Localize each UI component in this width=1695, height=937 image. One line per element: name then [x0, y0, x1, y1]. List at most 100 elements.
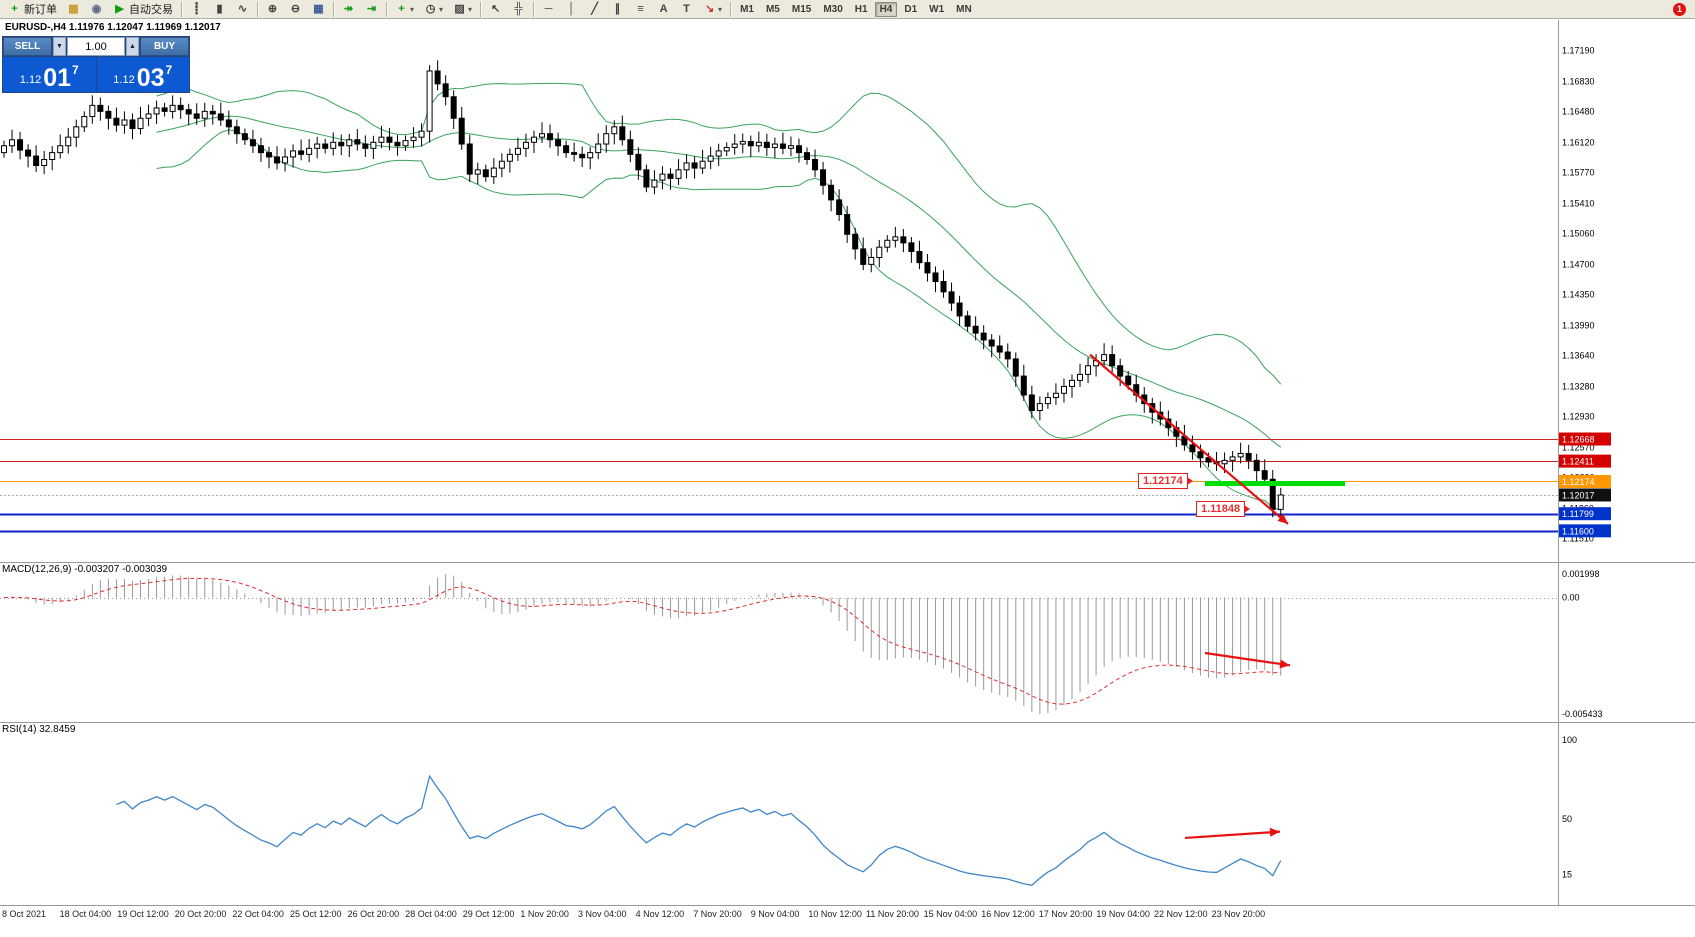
- svg-text:7 Nov 20:00: 7 Nov 20:00: [693, 909, 742, 919]
- svg-text:15 Nov 04:00: 15 Nov 04:00: [924, 909, 978, 919]
- svg-text:23 Nov 20:00: 23 Nov 20:00: [1212, 909, 1266, 919]
- channel-tool-icon[interactable]: ∥: [606, 0, 629, 18]
- hline-tool-icon: ─: [544, 2, 553, 15]
- arrows-tool-menu-icon: ↘: [704, 2, 715, 15]
- svg-text:1.11510: 1.11510: [1562, 534, 1594, 544]
- svg-text:26 Oct 20:00: 26 Oct 20:00: [348, 909, 400, 919]
- svg-text:50: 50: [1562, 814, 1572, 824]
- arrows-tool-menu-icon[interactable]: ↘ ▾: [698, 0, 727, 18]
- candlestick-type-icon[interactable]: ▮: [208, 0, 231, 18]
- text-tool-icon[interactable]: A: [652, 0, 675, 18]
- periods-menu-icon[interactable]: ◷ ▾: [419, 0, 448, 18]
- svg-text:1.12930: 1.12930: [1562, 411, 1595, 421]
- new-order-button[interactable]: + 新订单: [3, 0, 62, 18]
- svg-text:1.12668: 1.12668: [1562, 435, 1595, 445]
- trend-arrow[interactable]: [1204, 651, 1291, 667]
- timeframe-mn-button[interactable]: MN: [956, 3, 972, 15]
- trend-arrow[interactable]: [1184, 830, 1281, 840]
- timeframe-m30-button[interactable]: M30: [823, 3, 843, 15]
- channel-tool-icon: ∥: [614, 2, 621, 15]
- svg-text:22 Oct 04:00: 22 Oct 04:00: [232, 909, 284, 919]
- one-click-prices: 1.12 01 7 1.12 03 7: [3, 57, 189, 92]
- headset-icon[interactable]: ◉: [85, 0, 108, 18]
- chevron-down-icon: ▾: [468, 4, 473, 14]
- price-callout[interactable]: 1.12174: [1138, 473, 1193, 489]
- tile-windows-icon[interactable]: ▦: [307, 0, 330, 18]
- bar-chart-type-icon[interactable]: ┋: [185, 0, 208, 18]
- timeframe-m5-button[interactable]: M5: [765, 3, 780, 15]
- trendline-tool-icon: ╱: [591, 2, 598, 15]
- time-scale[interactable]: 8 Oct 2021 18 Oct 04:00 19 Oct 12:00 20 Oct…: [2, 909, 1265, 919]
- price-scale[interactable]: 1.17190 1.16830 1.16480 1.16120 1.15770 1.154…: [1559, 45, 1611, 544]
- macd-indicator-label: MACD(12,26,9) -0.003207 -0.003039: [2, 564, 168, 575]
- svg-text:28 Oct 04:00: 28 Oct 04:00: [405, 909, 457, 919]
- price-tag: [1559, 507, 1611, 521]
- trend-arrow-head: [1269, 827, 1280, 837]
- price-callout[interactable]: 1.11848: [1196, 501, 1251, 517]
- new-order-button-label: 新订单: [24, 4, 57, 16]
- templates-menu-icon[interactable]: ▨ ▾: [448, 0, 477, 18]
- indicators-menu-icon[interactable]: + ▾: [390, 0, 419, 18]
- trendline-tool-icon[interactable]: ╱: [583, 0, 606, 18]
- zoom-in-icon[interactable]: ⊕: [261, 0, 284, 18]
- svg-text:1.11600: 1.11600: [1562, 526, 1594, 536]
- svg-text:22 Nov 12:00: 22 Nov 12:00: [1154, 909, 1208, 919]
- label-tool-icon[interactable]: T: [675, 0, 698, 18]
- crosshair-icon[interactable]: ╬: [507, 0, 530, 18]
- rsi-panel[interactable]: [116, 774, 1282, 886]
- timeframe-d1-button[interactable]: D1: [904, 3, 918, 15]
- chevron-down-icon: ▾: [718, 4, 723, 14]
- timeframe-h4-button[interactable]: H4: [874, 1, 898, 17]
- ask-price-panel[interactable]: 1.12 03 7: [96, 57, 189, 92]
- svg-text:1.15410: 1.15410: [1562, 198, 1595, 208]
- line-chart-type-icon[interactable]: ∿: [231, 0, 254, 18]
- timeframe-h1-button[interactable]: H1: [854, 3, 868, 15]
- toolbox-icon[interactable]: ▦: [62, 0, 85, 18]
- fibonacci-tool-icon[interactable]: ≡: [629, 0, 652, 18]
- svg-text:16 Nov 12:00: 16 Nov 12:00: [981, 909, 1035, 919]
- chart-shift-icon[interactable]: ⇥: [360, 0, 383, 18]
- line-chart-type-icon: ∿: [237, 2, 248, 15]
- hline-tool-icon[interactable]: ─: [537, 0, 560, 18]
- headset-icon: ◉: [91, 2, 102, 15]
- bid-price-panel[interactable]: 1.12 01 7: [3, 57, 96, 92]
- volume-increase-button[interactable]: ▲: [126, 37, 139, 56]
- svg-text:0.001998: 0.001998: [1562, 569, 1600, 579]
- chart-shift-icon: ⇥: [366, 2, 377, 15]
- auto-scroll-icon: ↠: [343, 2, 354, 15]
- auto-scroll-icon[interactable]: ↠: [337, 0, 360, 18]
- toolbar-separator: [533, 1, 535, 17]
- ask-big-digits: 03: [136, 64, 165, 92]
- notification-badge[interactable]: 1: [1673, 2, 1686, 16]
- cursor-icon[interactable]: ↖: [484, 0, 507, 18]
- price-level-lines[interactable]: [0, 439, 1558, 533]
- zoom-out-icon[interactable]: ⊖: [284, 0, 307, 18]
- vline-tool-icon[interactable]: │: [560, 0, 583, 18]
- svg-text:1.11799: 1.11799: [1562, 509, 1594, 519]
- trend-arrow[interactable]: [1089, 353, 1289, 525]
- volume-input[interactable]: [67, 37, 125, 56]
- autotrading-button[interactable]: ▶ 自动交易: [108, 0, 178, 18]
- svg-text:1.15060: 1.15060: [1562, 228, 1595, 238]
- svg-text:11 Nov 20:00: 11 Nov 20:00: [866, 909, 919, 919]
- sell-button[interactable]: SELL: [3, 37, 52, 56]
- svg-text:3 Nov 04:00: 3 Nov 04:00: [578, 909, 627, 919]
- svg-text:25 Oct 12:00: 25 Oct 12:00: [290, 909, 342, 919]
- svg-text:4 Nov 12:00: 4 Nov 12:00: [636, 909, 685, 919]
- svg-text:1.16480: 1.16480: [1562, 106, 1595, 116]
- svg-text:1 Nov 20:00: 1 Nov 20:00: [520, 909, 569, 919]
- svg-text:19 Oct 12:00: 19 Oct 12:00: [117, 909, 169, 919]
- timeframe-w1-button[interactable]: W1: [929, 3, 945, 15]
- indicators-menu-icon: +: [398, 2, 405, 15]
- crosshair-icon: ╬: [514, 2, 523, 15]
- timeframe-m15-button[interactable]: M15: [791, 3, 812, 15]
- volume-decrease-button[interactable]: ▼: [53, 37, 66, 56]
- timeframe-m1-button[interactable]: M1: [740, 3, 754, 15]
- svg-text:15: 15: [1562, 869, 1572, 879]
- zoom-out-icon: ⊖: [290, 2, 301, 15]
- chart-area[interactable]: 1.17190 1.16830 1.16480 1.16120 1.15770 1.154…: [0, 20, 1695, 937]
- trend-arrow-head: [1277, 514, 1288, 524]
- buy-button[interactable]: BUY: [140, 37, 189, 56]
- macd-panel[interactable]: [0, 574, 1558, 714]
